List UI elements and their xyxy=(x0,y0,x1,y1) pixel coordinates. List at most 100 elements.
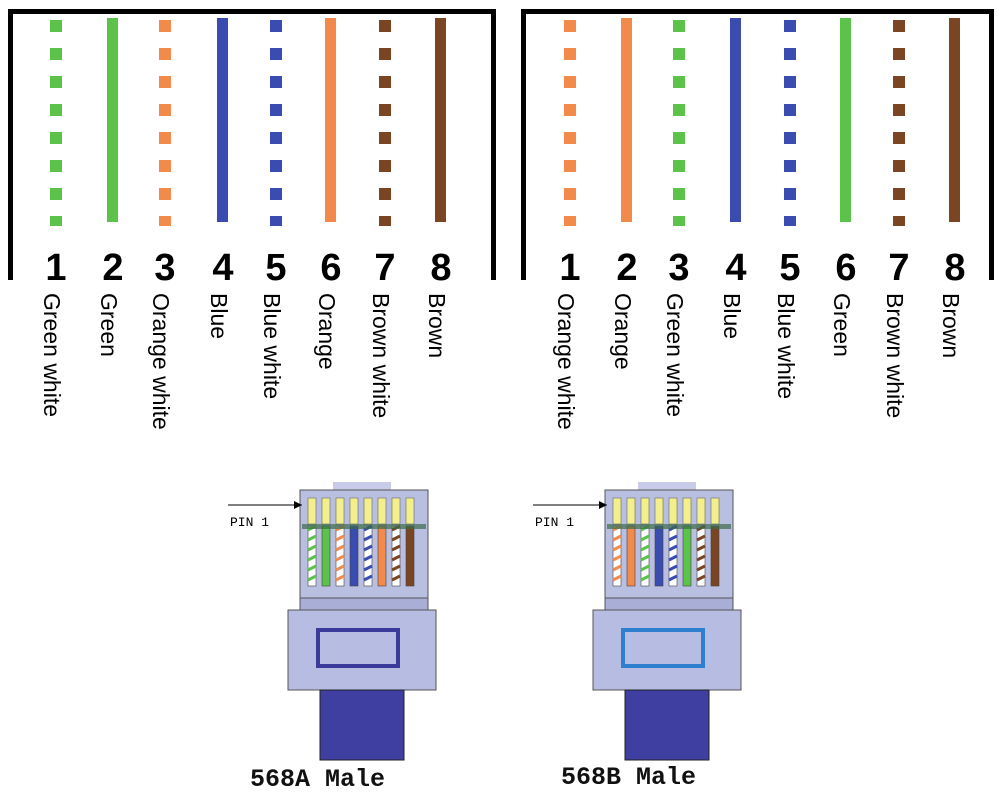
plug-contact xyxy=(321,497,331,525)
plug-wire-stripe xyxy=(640,574,650,582)
plug-wire-stripe xyxy=(640,564,650,572)
color-label-568b-4: Blue xyxy=(719,293,745,340)
plug-cable xyxy=(319,689,405,761)
plug-title-568b: 568B Male xyxy=(561,763,697,792)
color-label-568b-2: Orange xyxy=(610,293,636,370)
plug-wire-strand xyxy=(710,525,720,587)
color-label-568b-1: Orange white xyxy=(553,293,579,430)
plug-crimp-band xyxy=(607,524,731,529)
plug-wire-strand xyxy=(377,525,387,587)
plug-boot xyxy=(287,609,437,691)
plug-wire-stripe xyxy=(363,544,373,552)
plug-wire-stripe xyxy=(668,554,678,562)
plug-title-568a: 568A Male xyxy=(250,765,386,794)
plug-wire-stripe xyxy=(335,554,345,562)
plug-contact xyxy=(612,497,622,525)
color-label-568b-8: Brown xyxy=(938,293,964,359)
pin-number-568b-7: 7 xyxy=(888,247,910,289)
plug-wire-stripe xyxy=(696,554,706,562)
bracket-568b xyxy=(521,9,994,280)
wire-568b-pin-7 xyxy=(893,20,905,226)
plug-wire-stripe xyxy=(640,544,650,552)
plug-wire-stripe xyxy=(363,534,373,542)
wiring-diagram-568b: 1 Orange white 2 Orange 3 Green white 4 Blue 5 Bl… xyxy=(0,0,997,430)
plug-wire-strand xyxy=(405,525,415,587)
pin-number-568b-4: 4 xyxy=(725,247,747,289)
plug-crimp-band xyxy=(302,524,426,529)
plug-wire-stripe xyxy=(668,544,678,552)
plug-contact xyxy=(640,497,650,525)
color-label-568b-5: Blue white xyxy=(773,293,799,400)
plug-contact xyxy=(696,497,706,525)
plug-contact xyxy=(349,497,359,525)
plug-wire-stripe xyxy=(668,564,678,572)
pin1-arrow-head xyxy=(599,501,607,509)
plug-wire-stripe xyxy=(335,564,345,572)
plug-wire-stripe xyxy=(391,534,401,542)
plug-wire-stripe xyxy=(612,554,622,562)
color-label-568a-8: Brown xyxy=(424,293,450,359)
rj45-plug-568a-icon: PIN 1 xyxy=(228,482,437,761)
wire-568a-pin-8 xyxy=(435,18,446,222)
pin-number-568a-4: 4 xyxy=(212,247,234,289)
pin-number-568a-7: 7 xyxy=(374,247,396,289)
plug-contact xyxy=(363,497,373,525)
plug-contact xyxy=(405,497,415,525)
color-label-568a-7: Brown white xyxy=(368,293,394,419)
pin1-label: PIN 1 xyxy=(230,515,269,530)
plug-wire-stripe xyxy=(612,574,622,582)
plug-wire-stripe xyxy=(391,544,401,552)
pin1-arrow-head xyxy=(294,501,302,509)
color-label-568b-6: Green xyxy=(829,293,855,357)
plug-contact xyxy=(335,497,345,525)
pin1-label: PIN 1 xyxy=(535,515,574,530)
color-label-568a-4: Blue xyxy=(206,293,232,340)
plug-wire-stripe xyxy=(696,534,706,542)
wire-568b-pin-6 xyxy=(840,18,851,222)
plug-wire-stripe xyxy=(696,574,706,582)
plug-wire-strand xyxy=(321,525,331,587)
bracket-568a xyxy=(8,9,496,280)
plug-wire-strand xyxy=(349,525,359,587)
plug-wire-stripe xyxy=(640,554,650,562)
color-label-568a-3: Orange white xyxy=(148,293,174,430)
pin-number-568b-3: 3 xyxy=(668,247,690,289)
plug-wire-stripe xyxy=(307,574,317,582)
rj45-plug-568a: PIN 1 568A Male xyxy=(228,480,448,794)
pin-number-568b-6: 6 xyxy=(835,247,857,289)
wire-568b-pin-1 xyxy=(564,20,576,226)
plug-wire-stripe xyxy=(668,534,678,542)
plug-latch-window xyxy=(621,628,705,668)
color-label-568b-7: Brown white xyxy=(882,293,908,419)
plug-wire-strand xyxy=(626,525,636,587)
pin-number-568b-8: 8 xyxy=(944,247,966,289)
plug-wire-stripe xyxy=(668,574,678,582)
plug-contact xyxy=(654,497,664,525)
color-label-568a-5: Blue white xyxy=(259,293,285,400)
color-label-568a-6: Orange xyxy=(314,293,340,370)
pin-number-568a-2: 2 xyxy=(102,247,124,289)
pin-number-568b-1: 1 xyxy=(559,247,581,289)
wiring-diagram-568a: 1 Green white 2 Green 3 Orange white 4 Blue 5 Blu… xyxy=(0,0,500,430)
plug-wire-stripe xyxy=(391,554,401,562)
plug-contact xyxy=(391,497,401,525)
wire-568a-pin-2 xyxy=(107,18,118,222)
plug-wire-strand xyxy=(654,525,664,587)
plug-wire-strand xyxy=(682,525,692,587)
wire-568a-pin-7 xyxy=(379,20,391,226)
plug-wire-stripe xyxy=(307,534,317,542)
color-label-568a-2: Green xyxy=(96,293,122,357)
rj45-plug-568b: PIN 1 568B Male xyxy=(533,480,753,792)
plug-contact xyxy=(710,497,720,525)
plug-wire-stripe xyxy=(335,574,345,582)
color-label-568a-1: Green white xyxy=(39,293,65,418)
plug-top-tab xyxy=(638,482,696,492)
plug-contact xyxy=(668,497,678,525)
plug-contact xyxy=(626,497,636,525)
plug-wire-stripe xyxy=(307,564,317,572)
pin-number-568a-3: 3 xyxy=(154,247,176,289)
wire-568b-pin-3 xyxy=(673,20,685,226)
plug-contact xyxy=(377,497,387,525)
wire-568a-pin-4 xyxy=(217,18,228,222)
plug-boot xyxy=(592,609,742,691)
